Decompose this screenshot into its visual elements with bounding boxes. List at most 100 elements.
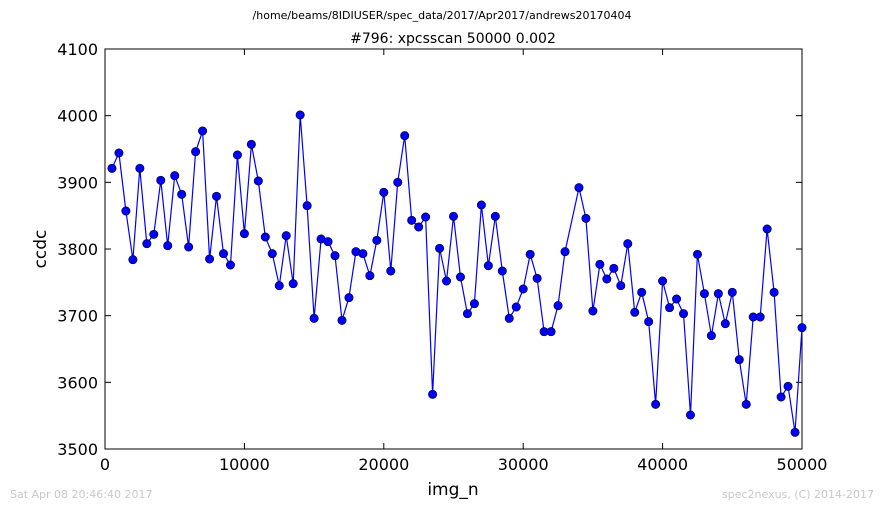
data-point (246, 139, 256, 149)
data-point (198, 126, 208, 136)
data-point (302, 201, 312, 211)
series-markers (107, 110, 807, 437)
x-tick-label: 0 (100, 455, 110, 474)
y-tick-label: 3900 (57, 173, 98, 192)
data-point (149, 229, 159, 239)
data-point (644, 317, 654, 327)
data-point (184, 242, 194, 252)
data-point (769, 287, 779, 297)
data-point (560, 247, 570, 257)
data-point (128, 255, 138, 265)
data-point (546, 327, 556, 337)
data-point (783, 381, 793, 391)
data-point (574, 183, 584, 193)
x-axis-label: img_n (427, 480, 478, 500)
x-tick-label: 40000 (637, 455, 688, 474)
data-point (142, 239, 152, 249)
data-point (720, 319, 730, 329)
data-point (734, 355, 744, 365)
data-point (358, 249, 368, 259)
data-point (393, 177, 403, 187)
data-point (553, 301, 563, 311)
data-point (337, 315, 347, 325)
y-tick-label: 3700 (57, 307, 98, 326)
chart-suptitle: /home/beams/8IDIUSER/spec_data/2017/Apr2… (253, 9, 632, 22)
data-point (790, 427, 800, 437)
data-point (497, 266, 507, 276)
data-point (637, 287, 647, 297)
data-point (344, 293, 354, 303)
y-tick-label: 4100 (57, 40, 98, 59)
data-point (665, 303, 675, 313)
data-point (595, 259, 605, 269)
footer-credit: spec2nexus, (C) 2014-2017 (722, 488, 874, 501)
data-point (107, 163, 117, 173)
data-point (163, 241, 173, 251)
data-point (239, 229, 249, 239)
data-point (658, 276, 668, 286)
data-point (616, 281, 626, 291)
data-point (253, 176, 263, 186)
data-point (225, 260, 235, 270)
plot-area (104, 48, 803, 450)
data-point (267, 249, 277, 259)
y-tick-label: 3600 (57, 373, 98, 392)
data-point (414, 222, 424, 232)
data-point (713, 289, 723, 299)
chart-title: #796: xpcsscan 50000 0.002 (350, 31, 556, 47)
data-point (623, 239, 633, 249)
data-point (679, 309, 689, 319)
data-point (421, 212, 431, 222)
data-point (212, 191, 222, 201)
data-point (400, 131, 410, 141)
data-point (490, 211, 500, 221)
data-point (407, 215, 417, 225)
data-point (218, 249, 228, 259)
data-point (462, 309, 472, 319)
data-point (135, 163, 145, 173)
data-point (281, 231, 291, 241)
y-tick-label: 3500 (57, 440, 98, 459)
footer-timestamp: Sat Apr 08 20:46:40 2017 (10, 488, 152, 501)
data-point (455, 272, 465, 282)
data-point (651, 399, 661, 409)
data-point (177, 189, 187, 199)
y-axis-label: ccdc (31, 230, 51, 269)
data-point (170, 171, 180, 181)
data-point (205, 254, 215, 264)
x-tick-label: 10000 (219, 455, 270, 474)
data-point (156, 175, 166, 185)
axis-ticks (104, 48, 803, 450)
data-point (191, 147, 201, 157)
data-point (330, 251, 340, 261)
data-point (323, 237, 333, 247)
data-point (386, 266, 396, 276)
x-tick-label: 50000 (777, 455, 828, 474)
data-point (379, 187, 389, 197)
data-point (511, 302, 521, 312)
data-point (672, 294, 682, 304)
data-point (274, 281, 284, 291)
data-point (602, 274, 612, 284)
data-point (692, 249, 702, 259)
data-point (755, 312, 765, 322)
y-tick-label: 3800 (57, 240, 98, 259)
data-point (442, 276, 452, 286)
data-point (581, 213, 591, 223)
data-point (685, 410, 695, 420)
data-point (727, 287, 737, 297)
data-point (448, 211, 458, 221)
data-point (797, 323, 807, 333)
x-tick-label: 20000 (358, 455, 409, 474)
data-point (762, 224, 772, 234)
data-point (741, 399, 751, 409)
data-point (121, 206, 131, 216)
y-tick-label: 4000 (57, 107, 98, 126)
data-point (776, 392, 786, 402)
data-point (288, 279, 298, 289)
data-point (609, 263, 619, 273)
data-point (365, 271, 375, 281)
data-point (428, 389, 438, 399)
data-point (483, 261, 493, 271)
